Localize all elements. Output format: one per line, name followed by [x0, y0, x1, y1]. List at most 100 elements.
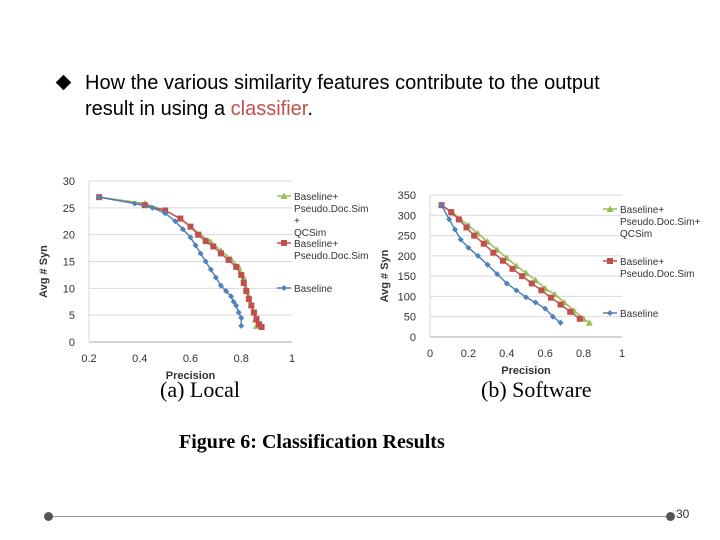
data-point: [197, 250, 204, 257]
data-point: [519, 273, 526, 280]
data-point: [576, 315, 583, 322]
highlight-word: classifier: [230, 98, 308, 120]
data-point: [258, 323, 265, 330]
y-tick-label: 0: [69, 337, 75, 349]
x-axis-label: Precision: [501, 365, 551, 377]
legend-label: Baseline: [294, 284, 333, 295]
legend-label: Baseline+ Pseudo.Doc.Sim: [620, 257, 694, 280]
x-tick-label: 0.8: [234, 353, 249, 365]
data-point: [494, 271, 501, 278]
page-number: 30: [676, 507, 690, 521]
data-point: [490, 249, 497, 256]
y-tick-label: 25: [63, 203, 75, 215]
y-tick-label: 10: [63, 283, 75, 295]
y-axis-label: Avg # Syn: [38, 245, 50, 298]
x-tick-label: 0.4: [499, 348, 514, 360]
data-point: [480, 240, 487, 247]
software-chart-caption: (b) Software: [481, 377, 592, 402]
data-point: [210, 243, 217, 250]
series-line-3: [440, 204, 562, 324]
bullet-line-1: How the various similarity features cont…: [85, 72, 600, 94]
data-point: [96, 194, 103, 201]
data-point: [499, 257, 506, 264]
data-point: [177, 215, 184, 222]
y-tick-label: 20: [63, 230, 75, 242]
data-point: [250, 309, 257, 316]
data-point: [207, 266, 214, 273]
data-point: [538, 287, 545, 294]
footer-dot-right: [666, 512, 675, 521]
legend-marker: [281, 285, 287, 291]
legend-marker: [607, 258, 613, 264]
footer-dot-left: [44, 512, 53, 521]
data-point: [253, 315, 260, 322]
data-point: [528, 280, 535, 287]
data-point: [233, 302, 240, 309]
data-point: [202, 238, 209, 245]
x-tick-label: 0.4: [132, 353, 147, 365]
data-point: [457, 236, 464, 243]
data-point: [238, 271, 245, 278]
y-tick-label: 150: [398, 271, 416, 283]
data-point: [484, 261, 491, 268]
y-axis-label: Avg # Syn: [379, 249, 391, 302]
data-point: [547, 294, 554, 301]
data-point: [471, 232, 478, 239]
data-point: [557, 301, 564, 308]
data-point: [238, 322, 245, 329]
bullet-period: .: [307, 98, 313, 120]
data-point: [465, 244, 472, 251]
data-point: [446, 216, 453, 223]
legend-label: Baseline+ Pseudo.Doc.Sim: [294, 239, 368, 262]
data-point: [463, 224, 470, 231]
data-point: [240, 279, 247, 286]
legend-marker: [607, 310, 613, 316]
data-point: [192, 242, 199, 249]
x-axis-label: Precision: [166, 370, 216, 382]
data-point: [230, 298, 237, 305]
data-point: [509, 265, 516, 272]
data-point: [245, 296, 252, 303]
data-point: [248, 302, 255, 309]
data-point: [187, 223, 194, 230]
y-tick-label: 100: [398, 291, 416, 303]
y-tick-label: 5: [69, 310, 75, 322]
legend-marker: [281, 240, 287, 246]
data-point: [217, 250, 224, 257]
data-point: [451, 226, 458, 233]
data-point: [448, 209, 455, 216]
data-point: [172, 218, 179, 225]
data-point: [217, 282, 224, 289]
data-point: [243, 288, 250, 295]
data-point: [549, 313, 556, 320]
data-point: [149, 204, 156, 211]
data-point: [223, 288, 230, 295]
footer-divider: [48, 516, 672, 517]
legend-marker: [606, 205, 614, 212]
y-tick-label: 350: [398, 190, 416, 202]
data-point: [195, 231, 202, 238]
data-point: [235, 309, 242, 316]
y-tick-label: 250: [398, 231, 416, 243]
data-point: [212, 274, 219, 281]
data-point: [438, 202, 445, 209]
figure-caption: Figure 6: Classification Results: [179, 431, 445, 453]
data-point: [187, 234, 194, 241]
legend-label: Baseline+Pseudo.Doc.Sim+QCSim: [620, 205, 700, 240]
data-point: [523, 294, 529, 301]
legend-label: Baseline: [620, 309, 659, 320]
bullet-text: How the various similarity features cont…: [85, 70, 600, 122]
data-point: [233, 263, 240, 270]
data-point: [475, 252, 481, 259]
data-point: [455, 216, 462, 223]
data-point: [557, 319, 564, 326]
data-point: [225, 256, 232, 263]
y-tick-label: 50: [404, 312, 416, 324]
x-tick-label: 0.8: [576, 348, 591, 360]
data-point: [238, 314, 245, 321]
data-point: [585, 319, 593, 326]
y-tick-label: 300: [398, 210, 416, 222]
data-point: [513, 287, 520, 294]
